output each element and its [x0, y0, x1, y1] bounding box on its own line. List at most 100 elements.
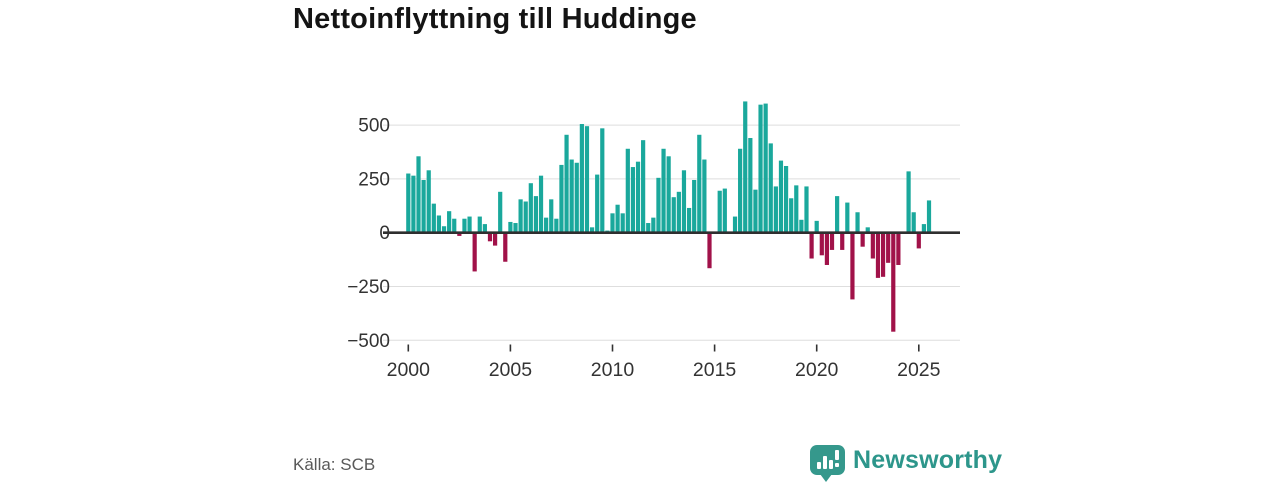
bar [778, 160, 784, 233]
svg-text:500: 500 [358, 116, 390, 137]
bar [896, 232, 901, 265]
bar [692, 179, 697, 233]
svg-text:2000: 2000 [387, 359, 431, 381]
bar [441, 226, 447, 233]
bar [513, 223, 518, 233]
bar [467, 216, 472, 233]
bar [870, 232, 875, 259]
bar [794, 185, 799, 233]
bar [569, 159, 574, 233]
bar [559, 164, 564, 233]
x-axis: 2000 2005 2010 2015 2020 2025 [387, 344, 941, 381]
bar [452, 218, 457, 233]
bar [855, 212, 860, 233]
svg-text:2020: 2020 [795, 359, 839, 381]
bar [748, 138, 753, 233]
bar [916, 232, 921, 249]
bar [891, 232, 896, 332]
bar [773, 186, 778, 233]
bar [426, 170, 431, 233]
bar [783, 165, 789, 233]
bar [661, 148, 666, 233]
svg-text:0: 0 [379, 223, 390, 244]
bar [538, 175, 544, 233]
bar [860, 232, 865, 247]
bar [697, 134, 702, 233]
svg-text:2010: 2010 [591, 359, 635, 381]
bar [722, 188, 727, 233]
bar [875, 232, 881, 278]
source-label: Källa: SCB [293, 455, 376, 474]
bar [630, 167, 636, 233]
bar [819, 232, 824, 256]
bar [738, 148, 743, 233]
bar [589, 227, 595, 233]
bar [635, 161, 641, 233]
bar [886, 232, 891, 263]
bar [462, 218, 467, 233]
bar [840, 232, 845, 250]
bar [880, 232, 886, 277]
bar [625, 148, 630, 233]
bar [641, 140, 646, 233]
bar [768, 143, 773, 233]
bar [508, 221, 513, 233]
bar [646, 223, 651, 233]
bar [845, 202, 850, 233]
bar [533, 196, 539, 233]
svg-text:−250: −250 [347, 277, 390, 298]
bar [743, 101, 748, 233]
bar [421, 179, 426, 233]
bar [579, 124, 584, 233]
bar [518, 199, 523, 233]
bars [406, 101, 932, 332]
bar [686, 207, 692, 233]
bar [431, 203, 436, 233]
icon-exclamation-dot [835, 463, 839, 467]
bar [492, 232, 498, 246]
bar [615, 204, 620, 233]
newsworthy-wordmark: Newsworthy [853, 445, 1003, 474]
bar [406, 173, 411, 233]
bar [411, 175, 416, 233]
bar [824, 232, 830, 265]
bar [498, 191, 503, 233]
bar-chart-speech-bubble-icon [810, 445, 845, 482]
bar [850, 232, 855, 300]
bar [610, 213, 615, 233]
svg-text:−500: −500 [347, 331, 390, 352]
bar [814, 220, 819, 233]
bar [676, 191, 681, 233]
bar [911, 212, 916, 233]
bar [620, 213, 625, 233]
icon-bar-mid [829, 460, 833, 469]
svg-text:250: 250 [358, 169, 390, 190]
bar [753, 189, 758, 233]
bar [732, 216, 738, 233]
bar [487, 232, 493, 242]
bar [651, 217, 656, 233]
bar [906, 171, 911, 233]
bar [472, 232, 477, 272]
bar [554, 218, 559, 233]
bar [528, 183, 533, 233]
bar [436, 215, 442, 233]
icon-bar-small [817, 462, 821, 469]
bar [595, 174, 600, 233]
bar [671, 197, 676, 233]
bar [758, 104, 763, 233]
bar [457, 232, 462, 236]
bar [717, 190, 722, 233]
bar [799, 219, 804, 233]
bar [865, 227, 870, 233]
bar [681, 170, 687, 233]
bar [564, 134, 569, 233]
bar [666, 156, 671, 233]
bar [523, 201, 528, 233]
newsworthy-logo: Newsworthy [810, 441, 1003, 482]
chart-title: Nettoinflyttning till Huddinge [293, 3, 697, 35]
bar [600, 128, 605, 233]
y-axis-labels: 500 250 0 −250 −500 [347, 116, 390, 352]
